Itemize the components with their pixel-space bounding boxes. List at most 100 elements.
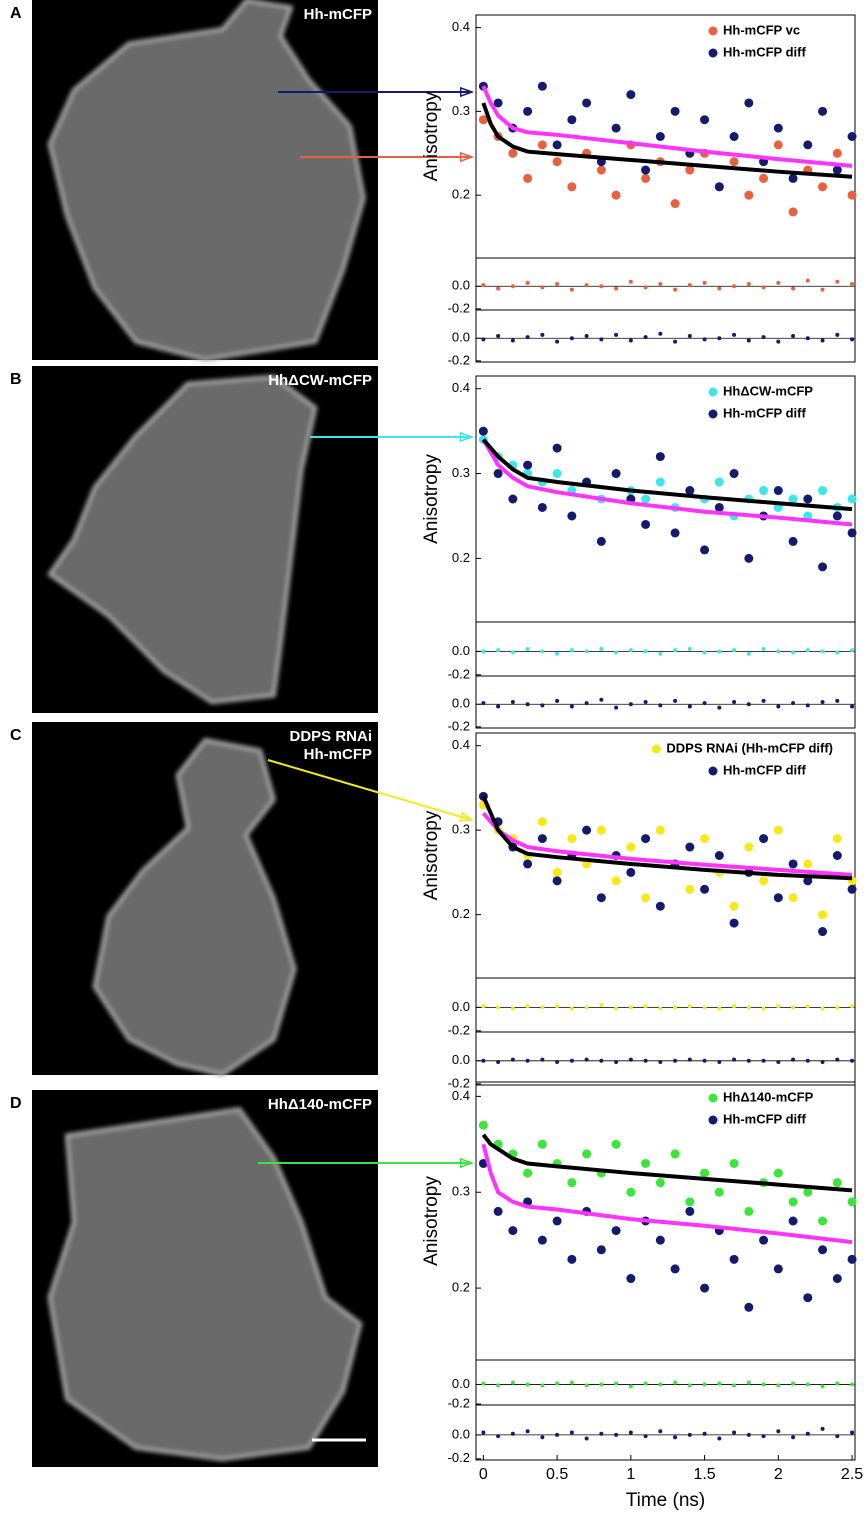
- residual-y-tick-label: -0.2: [448, 1450, 470, 1465]
- residual-point: [717, 705, 722, 710]
- image-label: Hh-mCFP: [304, 746, 372, 763]
- legend-label: Hh-mCFP diff: [723, 405, 806, 420]
- data-point: [818, 910, 828, 920]
- cell-shape: [47, 1107, 363, 1461]
- data-point: [655, 901, 665, 911]
- residual-point: [540, 332, 545, 337]
- data-point: [700, 115, 710, 125]
- y-axis-label: Anisotropy: [421, 91, 442, 181]
- residual-point: [569, 1380, 574, 1385]
- residual-point: [732, 1430, 737, 1435]
- data-point: [537, 1235, 547, 1245]
- residual-point: [702, 1382, 707, 1387]
- residual-y-tick-label: 0.0: [452, 999, 470, 1014]
- residual-point: [717, 1006, 722, 1011]
- residual-point: [673, 698, 678, 703]
- residual-point: [702, 701, 707, 706]
- residual-y-tick-label: -0.2: [448, 1395, 470, 1410]
- data-point: [655, 1235, 665, 1245]
- residual-y-tick-label: 0.0: [452, 278, 470, 293]
- residual-point: [820, 287, 825, 292]
- y-tick-label: 0.4: [452, 737, 470, 752]
- data-point: [803, 876, 813, 886]
- residual-point: [732, 1004, 737, 1009]
- residual-point: [510, 650, 515, 655]
- residual-point: [850, 282, 855, 286]
- residual-point: [599, 337, 604, 342]
- data-point: [493, 469, 503, 479]
- residual-point: [687, 1004, 692, 1009]
- residual-point: [555, 651, 560, 656]
- residual-point: [732, 284, 737, 289]
- data-point: [847, 132, 857, 141]
- residual-point: [761, 285, 766, 290]
- data-point: [567, 1254, 577, 1264]
- residual-point: [761, 335, 766, 340]
- residual-point: [805, 703, 810, 708]
- y-tick-label: 0.2: [452, 906, 470, 921]
- residual-y-tick-label: 0.0: [452, 1376, 470, 1391]
- data-point: [670, 1264, 680, 1274]
- data-point: [611, 469, 621, 479]
- residual-y-tick-label: 0.0: [452, 643, 470, 658]
- residual-point: [599, 1382, 604, 1387]
- residual-point: [791, 286, 796, 291]
- residual-point: [702, 1431, 707, 1436]
- residual-point: [525, 1004, 530, 1009]
- residual-point: [746, 338, 751, 343]
- legend-marker: [708, 766, 718, 776]
- y-axis-label: Anisotropy: [421, 454, 442, 544]
- legend-label: HhΔ140-mCFP: [723, 1089, 814, 1104]
- data-point: [552, 1216, 562, 1226]
- residual-point: [732, 648, 737, 653]
- data-point: [596, 536, 606, 546]
- residual-point: [702, 337, 707, 342]
- y-tick-label: 0.4: [452, 1088, 470, 1103]
- data-point: [626, 1274, 636, 1284]
- data-point: [685, 842, 695, 852]
- data-point: [818, 486, 828, 496]
- data-point: [714, 851, 724, 860]
- x-tick-label: 2: [774, 1466, 783, 1483]
- data-point: [537, 817, 547, 827]
- cell-shape: [92, 738, 297, 1077]
- data-point: [847, 494, 857, 504]
- data-point: [847, 884, 857, 894]
- residual-point: [643, 1004, 648, 1009]
- residual-point: [732, 700, 737, 704]
- residual-point: [599, 1058, 604, 1063]
- data-point: [685, 165, 695, 175]
- data-point: [655, 452, 665, 462]
- y-axis-label: Anisotropy: [421, 1176, 442, 1266]
- residual-point: [732, 1057, 737, 1062]
- residual-point: [496, 1434, 501, 1439]
- data-point: [478, 1120, 488, 1130]
- image-label: HhΔ140-mCFP: [268, 1096, 372, 1113]
- residual-y-tick-label: -0.2: [448, 1075, 470, 1090]
- data-point: [552, 469, 562, 479]
- residual-point: [599, 284, 604, 289]
- residual-point: [643, 285, 648, 290]
- data-point: [582, 825, 592, 835]
- data-point: [552, 157, 562, 167]
- residual-point: [584, 334, 589, 338]
- data-point: [567, 834, 577, 844]
- data-point: [744, 1302, 754, 1312]
- data-point: [729, 901, 739, 911]
- data-point: [744, 98, 754, 108]
- data-point: [567, 511, 577, 521]
- data-point: [523, 460, 533, 470]
- data-point: [847, 528, 857, 538]
- residual-point: [835, 279, 840, 284]
- residual-point: [510, 1380, 515, 1385]
- data-point: [641, 834, 651, 844]
- data-point: [818, 1216, 828, 1226]
- residual-point: [732, 332, 737, 337]
- image-label: Hh-mCFP: [304, 6, 372, 23]
- fit-line: [481, 795, 853, 881]
- residual-point: [614, 650, 619, 655]
- residual-point: [673, 648, 678, 653]
- residual-point: [628, 1005, 633, 1010]
- residual-point: [614, 1432, 619, 1437]
- residual-point: [673, 339, 678, 344]
